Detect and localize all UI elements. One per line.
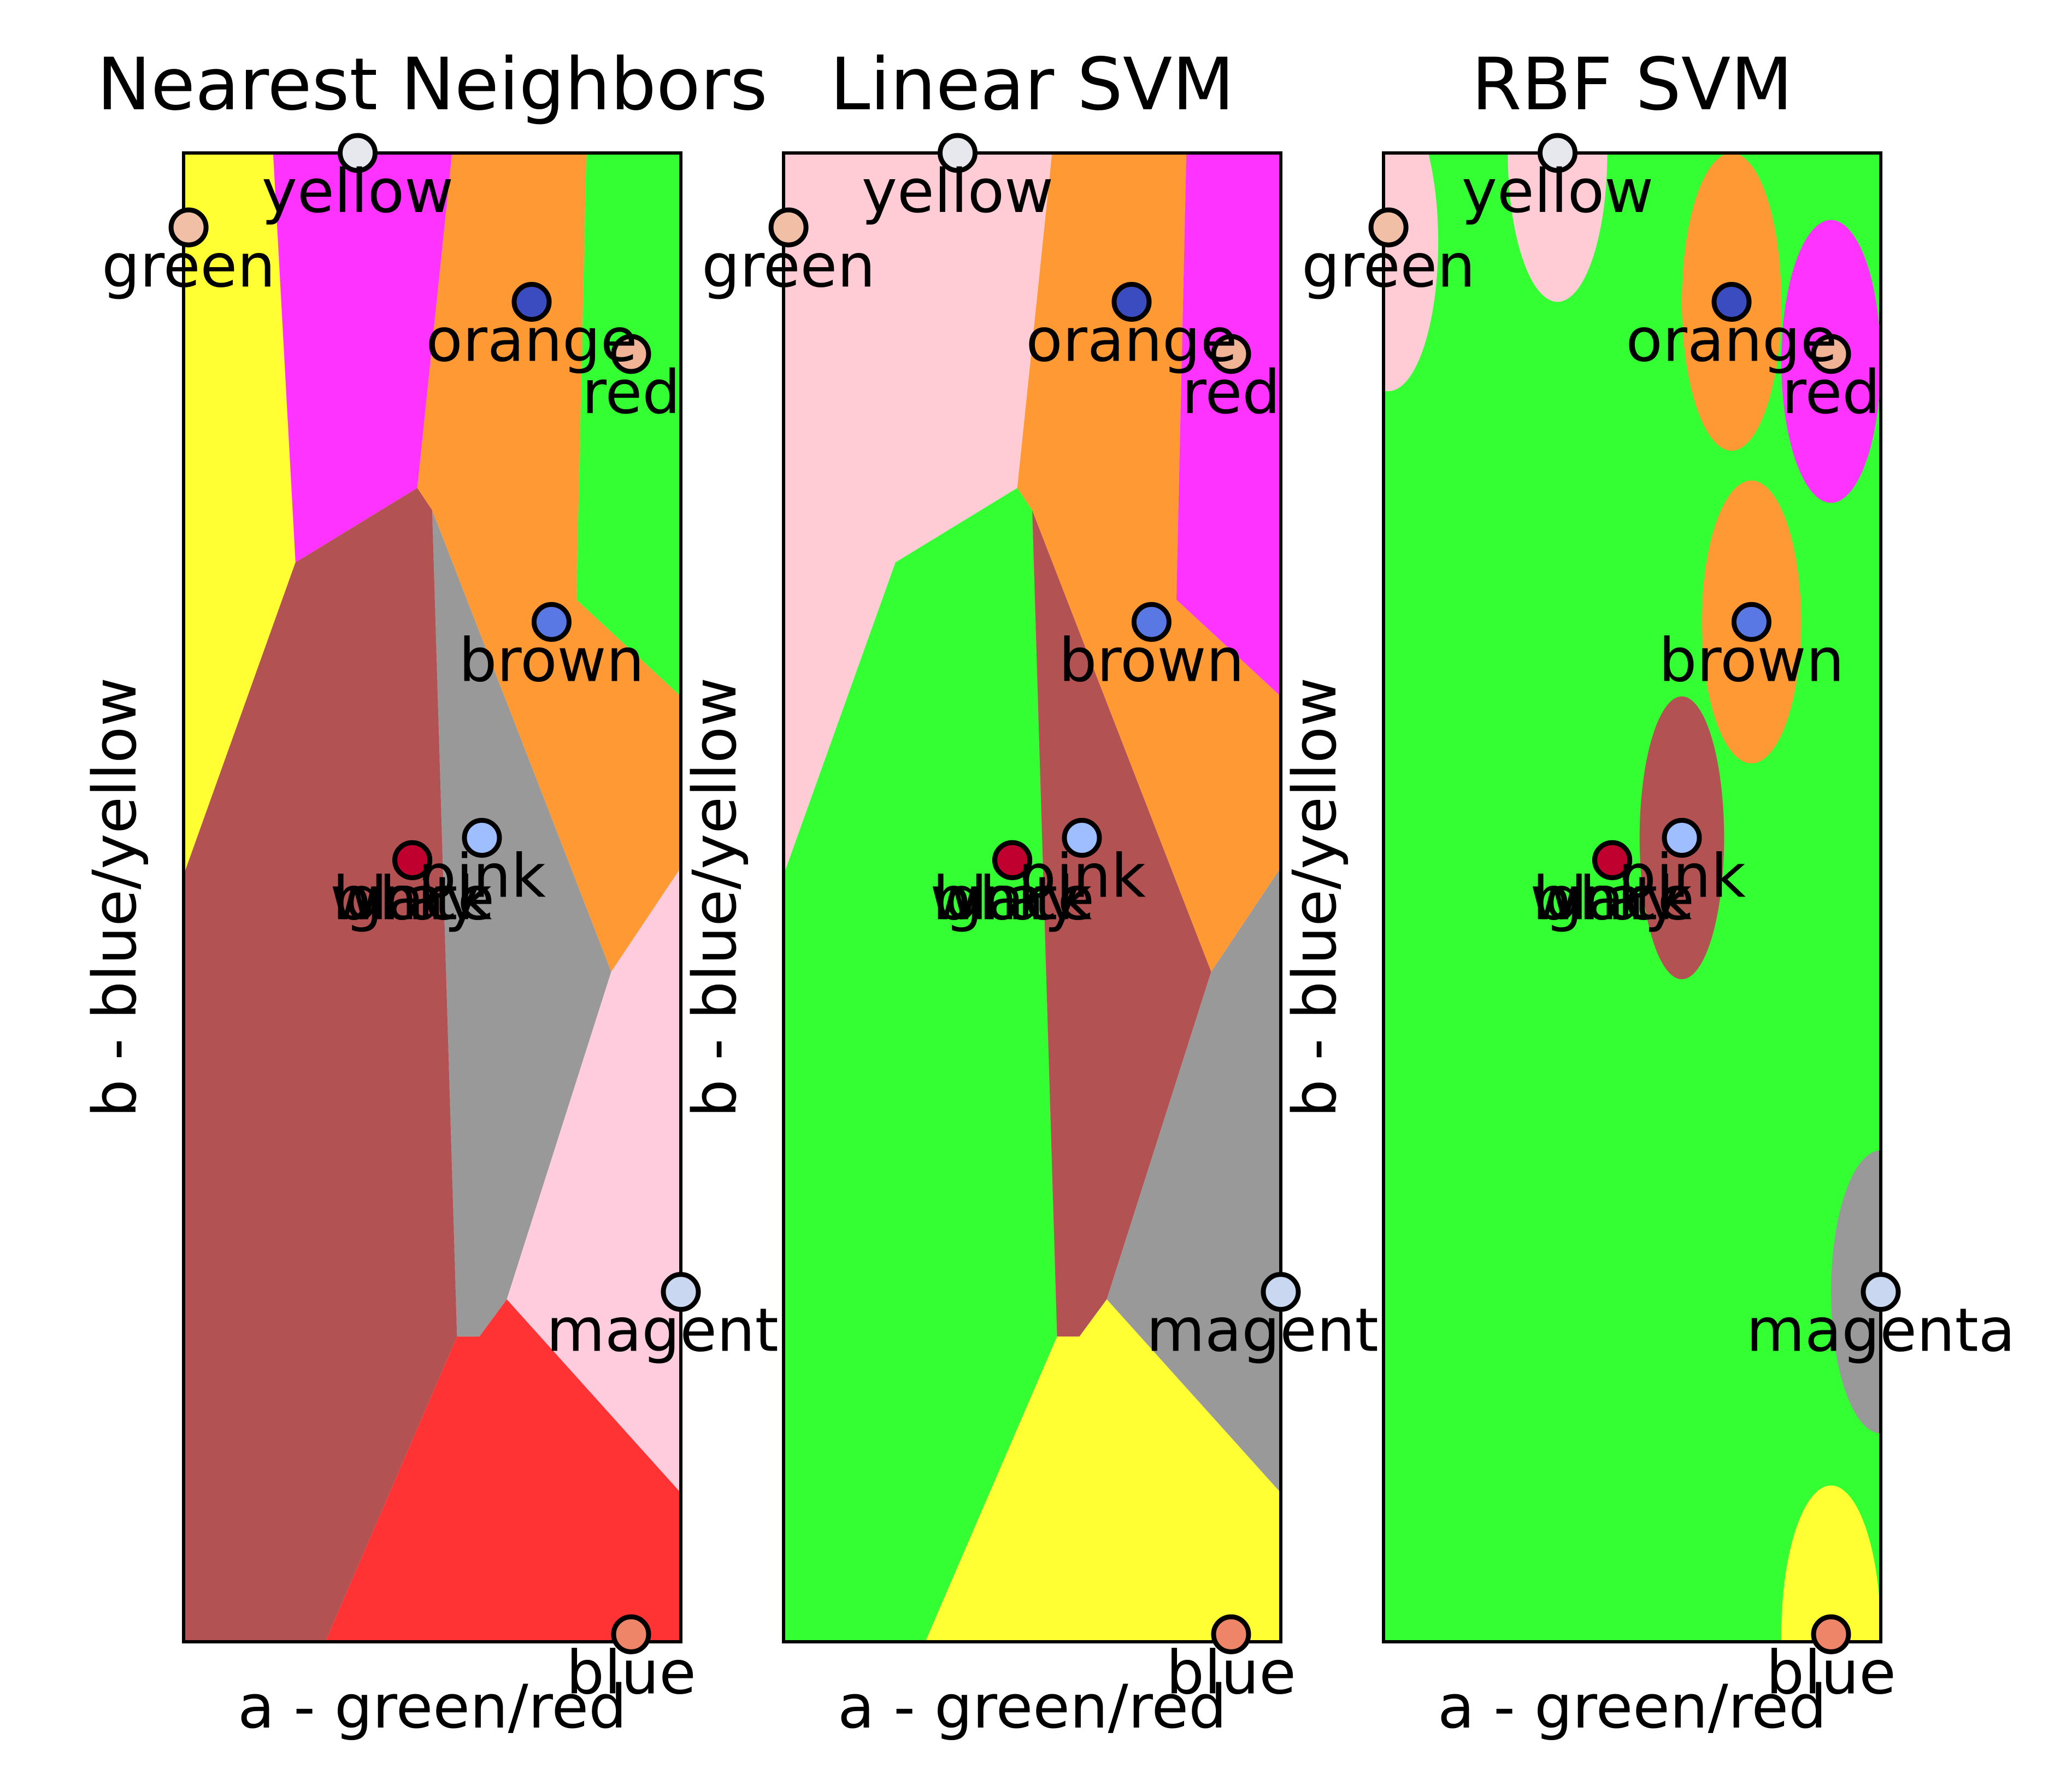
point-yellow [938, 133, 978, 173]
point-green [168, 207, 209, 247]
point-brown [1731, 602, 1771, 642]
point-pink [462, 818, 502, 858]
point-magenta [1261, 1272, 1301, 1312]
region-green-3 [784, 488, 1057, 1642]
point-gray [992, 840, 1033, 880]
axes-frame [782, 151, 1282, 1643]
chart-title: Linear SVM [830, 43, 1234, 127]
point-blue [1811, 1614, 1851, 1654]
point-label-pink: pink [418, 841, 546, 911]
point-label-orange: orange [426, 305, 637, 375]
point-label-white: white [1530, 863, 1694, 933]
point-label-brown: brown [459, 625, 645, 695]
point-blue [611, 1614, 651, 1654]
decision-regions [784, 153, 1281, 1642]
region-gray-5 [432, 510, 611, 1337]
region-brown-4 [184, 488, 457, 1642]
point-label-red: red [582, 357, 680, 427]
x-axis-label: a - green/red [838, 1672, 1227, 1742]
point-label-yellow: yellow [262, 156, 454, 226]
region-pink-1 [273, 153, 452, 563]
point-magenta [661, 1272, 701, 1312]
point-label-gray: gray [945, 863, 1080, 933]
point-label-brown: brown [1059, 625, 1245, 695]
region-pink-1 [1508, 153, 1608, 302]
x-axis-label: a - green/red [238, 1672, 627, 1742]
point-blue [1211, 1614, 1251, 1654]
point-label-green: green [1302, 231, 1475, 300]
region-pink-6 [507, 868, 681, 1493]
point-magenta [1861, 1272, 1901, 1312]
chart-title: Nearest Neighbors [97, 43, 768, 127]
point-label-black: black [1533, 863, 1692, 933]
point-red [611, 334, 651, 374]
region-orange-2 [417, 153, 681, 972]
axes-frame [182, 151, 682, 1643]
point-label-pink: pink [1618, 841, 1746, 911]
region-red-7 [325, 1299, 681, 1642]
point-green [768, 207, 809, 247]
point-yellow [1538, 133, 1577, 173]
point-label-white: white [930, 863, 1094, 933]
region-gray-6 [1831, 1150, 1881, 1434]
y-axis-label: b - blue/yellow [1280, 677, 1350, 1117]
point-label-magenta: magenta [1146, 1295, 1415, 1365]
point-label-blue: blue [566, 1637, 696, 1707]
point-label-magenta: magenta [546, 1295, 815, 1365]
point-orange [1111, 282, 1152, 322]
y-axis-label: b - blue/yellow [680, 677, 750, 1117]
region-yellow-6 [925, 1299, 1281, 1642]
point-label-brown: brown [1659, 625, 1845, 695]
region-brown-4 [1032, 510, 1211, 1337]
region-yellow-7 [1781, 1485, 1881, 1642]
point-red [1811, 334, 1851, 374]
point-green [1368, 207, 1409, 247]
chart-title: RBF SVM [1471, 43, 1793, 127]
region-magenta-2 [1176, 153, 1281, 697]
point-label-blue: blue [1766, 1637, 1896, 1707]
point-label-yellow: yellow [1462, 156, 1653, 226]
region-yellow-0 [184, 153, 296, 875]
point-label-red: red [1182, 357, 1280, 427]
decision-regions [184, 153, 681, 1642]
point-brown [531, 602, 572, 642]
decision-regions [1384, 153, 1881, 1642]
point-label-green: green [702, 231, 875, 300]
point-label-gray: gray [345, 863, 480, 933]
point-label-magenta: magenta [1746, 1295, 2015, 1365]
point-label-black: black [933, 863, 1092, 933]
point-pink [1062, 818, 1102, 858]
point-gray [392, 840, 433, 880]
point-label-gray: gray [1545, 863, 1680, 933]
point-label-pink: pink [1018, 841, 1146, 911]
point-gray [1592, 840, 1633, 880]
region-gray-5 [1106, 868, 1281, 1493]
point-label-orange: orange [1626, 305, 1837, 375]
point-label-yellow: yellow [862, 156, 1053, 226]
x-axis-label: a - green/red [1438, 1672, 1827, 1742]
point-label-green: green [102, 231, 275, 300]
y-axis-label: b - blue/yellow [80, 677, 150, 1117]
point-red [1211, 334, 1251, 374]
region-pink-0 [784, 153, 1052, 875]
point-label-red: red [1782, 357, 1880, 427]
point-yellow [338, 133, 378, 173]
point-label-black: black [333, 863, 492, 933]
point-label-white: white [330, 863, 495, 933]
point-label-orange: orange [1026, 305, 1237, 375]
point-label-blue: blue [1166, 1637, 1296, 1707]
point-brown [1131, 602, 1172, 642]
point-pink [1662, 818, 1702, 858]
axes-frame [1382, 151, 1882, 1643]
point-orange [511, 282, 552, 322]
region-orange-1 [1017, 153, 1281, 972]
point-orange [1711, 282, 1752, 322]
region-green-3 [576, 153, 681, 697]
